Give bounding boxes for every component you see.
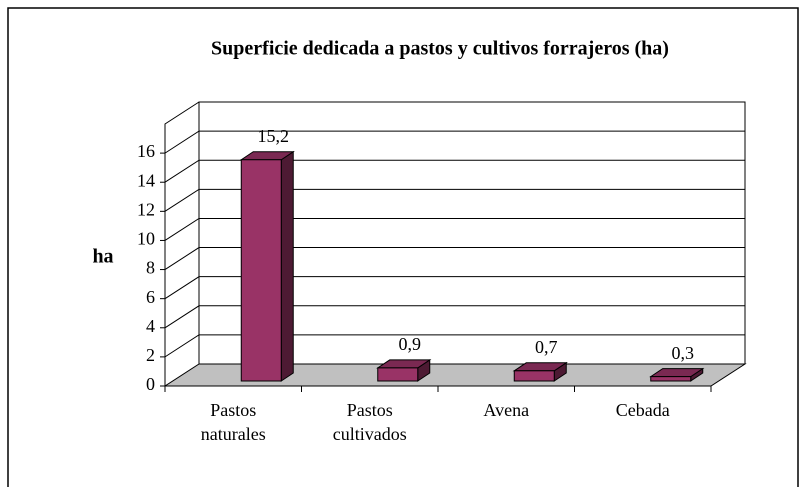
y-tick-label: 6 [146, 287, 155, 307]
x-tick-label: Avena [483, 400, 529, 420]
grid-line [164, 247, 745, 270]
x-tick-label: Pastos naturales [201, 400, 266, 444]
y-tick-label: 2 [146, 345, 155, 365]
data-label: 15,2 [258, 126, 290, 146]
y-tick-label: 14 [137, 170, 155, 190]
bar [377, 367, 419, 382]
grid-line [164, 159, 745, 183]
grid-line [164, 130, 745, 154]
data-label: 0,3 [672, 343, 695, 363]
y-tick-label: 4 [146, 316, 155, 336]
data-label: 0,9 [399, 334, 422, 354]
x-tick-label: Cebada [616, 400, 670, 420]
y-tick-label: 8 [146, 258, 155, 278]
x-tick-label: Pastos cultivados [333, 400, 407, 444]
grid-line [164, 334, 745, 358]
y-tick-label: 10 [137, 229, 155, 249]
grid-line [164, 305, 745, 329]
y-tick-label: 16 [137, 141, 155, 161]
grid-line [164, 217, 745, 241]
chart-title: Superficie dedicada a pastos y cultivos … [211, 38, 669, 60]
grid-line [164, 276, 745, 300]
bar [240, 159, 282, 382]
y-axis-label: ha [92, 246, 113, 268]
data-label: 0,7 [535, 337, 558, 357]
y-tick-label: 12 [137, 199, 155, 219]
bar [650, 376, 692, 382]
grid-line [164, 188, 745, 212]
bar [513, 370, 555, 382]
chart-frame [7, 7, 799, 487]
back-wall [198, 101, 746, 364]
side-wall [164, 101, 200, 386]
bar-side [280, 150, 294, 382]
y-tick-label: 0 [146, 374, 155, 394]
